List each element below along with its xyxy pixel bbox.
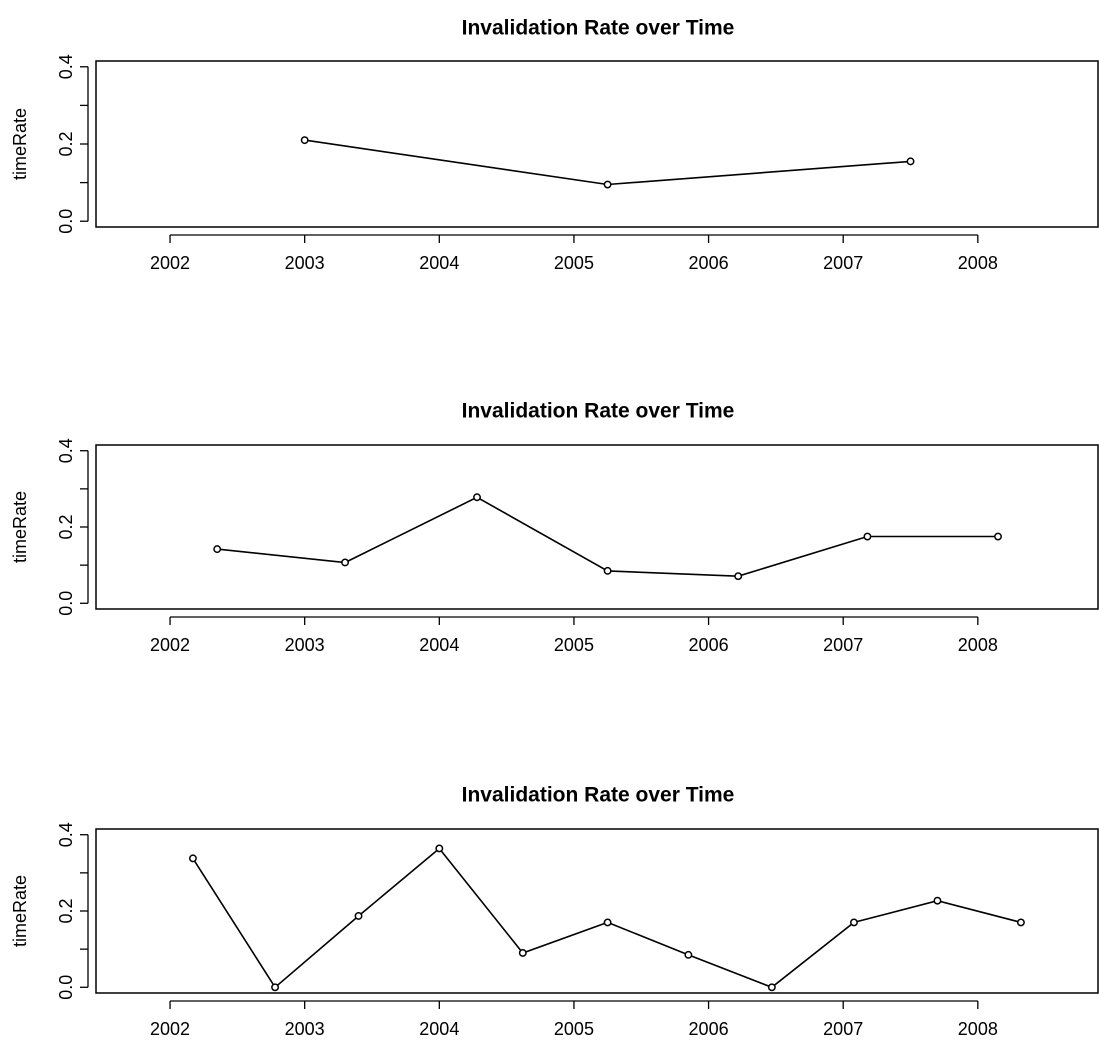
data-point bbox=[354, 912, 363, 920]
series-line bbox=[304, 139, 911, 186]
y-tick-label: 0.0 bbox=[56, 975, 76, 1000]
x-tick-label: 2002 bbox=[150, 635, 190, 655]
x-tick-label: 2006 bbox=[689, 253, 729, 273]
y-tick-label: 0.0 bbox=[56, 591, 76, 616]
x-tick-label: 2002 bbox=[150, 253, 190, 273]
data-point bbox=[341, 558, 350, 567]
x-tick-label: 2007 bbox=[823, 253, 863, 273]
data-point bbox=[767, 983, 776, 992]
data-point bbox=[933, 896, 942, 905]
x-tick-label: 2008 bbox=[958, 253, 998, 273]
data-point bbox=[850, 918, 858, 927]
x-tick-label: 2003 bbox=[285, 253, 325, 273]
plot-frame bbox=[95, 444, 1099, 610]
data-point bbox=[1016, 918, 1025, 927]
x-tick-label: 2004 bbox=[419, 253, 459, 273]
x-tick-label: 2008 bbox=[958, 1019, 998, 1039]
y-tick-label: 0.4 bbox=[56, 822, 76, 847]
data-point bbox=[188, 854, 197, 863]
x-tick-label: 2007 bbox=[823, 1019, 863, 1039]
data-point bbox=[906, 157, 915, 166]
data-point bbox=[603, 180, 612, 189]
chart-title: Invalidation Rate over Time bbox=[462, 783, 735, 806]
data-point bbox=[684, 950, 693, 959]
data-point bbox=[994, 532, 1002, 541]
y-tick-label: 0.4 bbox=[56, 438, 76, 463]
x-tick-label: 2004 bbox=[419, 635, 459, 655]
x-tick-label: 2005 bbox=[554, 253, 594, 273]
data-point bbox=[271, 983, 280, 992]
y-axis-label: timeRate bbox=[10, 875, 30, 947]
y-tick-label: 0.0 bbox=[56, 209, 76, 234]
plot-frame bbox=[95, 60, 1099, 228]
y-axis-label: timeRate bbox=[10, 491, 30, 563]
data-point bbox=[213, 545, 222, 554]
y-tick-label: 0.4 bbox=[56, 54, 76, 79]
y-tick-label: 0.2 bbox=[56, 898, 76, 923]
y-tick-label: 0.2 bbox=[56, 514, 76, 539]
data-point bbox=[734, 572, 743, 581]
series-line bbox=[217, 496, 998, 578]
x-tick-label: 2006 bbox=[689, 635, 729, 655]
x-tick-label: 2006 bbox=[689, 1019, 729, 1039]
data-point bbox=[473, 493, 481, 502]
data-point bbox=[863, 532, 872, 541]
x-tick-label: 2002 bbox=[150, 1019, 190, 1039]
data-point bbox=[603, 918, 612, 927]
x-tick-label: 2003 bbox=[285, 1019, 325, 1039]
data-point bbox=[300, 136, 309, 145]
y-tick-label: 0.2 bbox=[56, 131, 76, 156]
data-point bbox=[603, 566, 612, 575]
x-tick-label: 2004 bbox=[419, 1019, 459, 1039]
x-tick-label: 2005 bbox=[554, 1019, 594, 1039]
plot-frame bbox=[95, 828, 1099, 994]
series-line bbox=[192, 847, 1022, 989]
data-point bbox=[435, 844, 444, 853]
data-point bbox=[518, 949, 527, 957]
x-tick-label: 2003 bbox=[285, 635, 325, 655]
x-tick-label: 2005 bbox=[554, 635, 594, 655]
x-tick-label: 2008 bbox=[958, 635, 998, 655]
chart-title: Invalidation Rate over Time bbox=[462, 399, 735, 422]
x-tick-label: 2007 bbox=[823, 635, 863, 655]
y-axis-label: timeRate bbox=[10, 108, 30, 180]
chart-title: Invalidation Rate over Time bbox=[462, 16, 735, 39]
